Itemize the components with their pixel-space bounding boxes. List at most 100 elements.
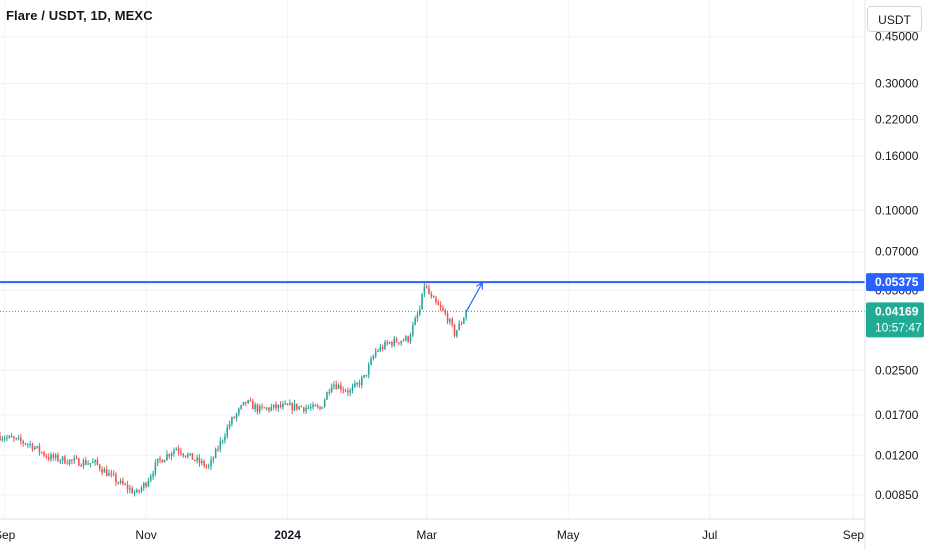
candle-body	[0, 435, 1, 440]
candle-body	[27, 444, 29, 446]
candle-body	[238, 408, 240, 414]
candle-body	[154, 462, 157, 474]
candle-body	[166, 454, 168, 461]
candle-body	[446, 313, 449, 322]
candle-body	[256, 404, 259, 412]
candle-body	[191, 453, 194, 460]
candle-body	[312, 404, 314, 408]
candle-body	[180, 451, 182, 454]
candle-body	[59, 460, 62, 462]
candle-body	[460, 323, 463, 325]
candle-body	[337, 384, 340, 389]
candle-body	[270, 407, 273, 411]
candle-body	[221, 440, 224, 442]
candle-body	[105, 469, 108, 476]
y-tick-label: 0.22000	[875, 112, 919, 126]
candle-body	[193, 459, 196, 461]
candle-body	[22, 441, 24, 444]
candle-body	[393, 338, 396, 346]
candle-body	[333, 384, 335, 387]
candle-body	[370, 358, 372, 365]
y-tick-label: 0.10000	[875, 203, 919, 217]
time-axis[interactable]: Sep Nov 2024 Mar May Jul Sep	[0, 528, 864, 542]
candle-body	[272, 404, 275, 408]
candle-body	[411, 325, 414, 336]
candle-body	[463, 318, 465, 324]
candle-body	[319, 406, 321, 409]
candle-body	[340, 384, 342, 390]
candle-body	[309, 407, 312, 409]
candle-body	[421, 293, 423, 310]
candle-body	[101, 469, 103, 473]
candle-body	[117, 482, 120, 484]
candle-body	[175, 448, 178, 451]
candle-body	[89, 462, 92, 464]
candle-body	[15, 437, 18, 439]
candle-body	[314, 404, 317, 407]
y-tick-label: 0.30000	[875, 77, 919, 91]
y-tick-label: 0.02500	[875, 363, 919, 377]
candle-body	[414, 318, 416, 326]
candle-body	[249, 400, 252, 402]
candle-body	[96, 460, 99, 465]
candle-body	[66, 463, 69, 465]
candle-body	[75, 458, 78, 460]
candle-body	[20, 437, 22, 442]
candle-body	[277, 404, 280, 409]
candle-body	[168, 454, 171, 457]
resistance-price-tag	[866, 273, 924, 292]
candle-body	[212, 458, 215, 460]
candle-body	[423, 286, 426, 294]
candle-body	[40, 451, 43, 453]
candle-body	[386, 342, 389, 344]
candle-body	[449, 319, 451, 322]
projection-arrow	[465, 282, 483, 313]
candle-body	[10, 435, 13, 438]
candle-body	[140, 487, 143, 492]
candle-body	[293, 403, 296, 411]
candle-body	[458, 323, 460, 331]
candle-body	[108, 473, 110, 476]
candle-body	[391, 342, 393, 346]
x-tick-label: Sep	[843, 528, 865, 542]
price-axis[interactable]: 0.45000 0.30000 0.22000 0.16000 0.10000 0.070…	[875, 30, 919, 502]
candle-body	[247, 400, 249, 404]
candle-body	[289, 403, 291, 406]
currency-button[interactable]: USDT	[867, 6, 922, 32]
candle-body	[279, 404, 282, 408]
candle-body	[68, 459, 71, 464]
candle-body	[305, 407, 307, 412]
candle-body	[31, 443, 34, 450]
current-price-label: 0.04169	[875, 304, 919, 318]
candle-body	[398, 342, 400, 344]
candle-body	[307, 407, 310, 409]
candle-body	[87, 463, 89, 465]
candle-body	[284, 403, 287, 405]
candle-body	[210, 459, 212, 467]
candle-body	[381, 346, 384, 350]
candle-body	[384, 342, 386, 350]
candle-body	[124, 484, 127, 486]
candle-body	[29, 443, 31, 445]
x-tick-label: Nov	[135, 528, 156, 542]
candle-body	[405, 336, 407, 341]
candle-body	[131, 488, 133, 494]
x-tick-label: Mar	[416, 528, 437, 542]
candle-body	[465, 311, 467, 319]
candle-body	[207, 466, 210, 468]
candle-body	[57, 454, 59, 461]
candle-body	[242, 401, 245, 406]
candle-body	[291, 403, 293, 411]
candle-body	[78, 458, 80, 466]
candle-body	[430, 293, 433, 297]
candle-body	[258, 406, 261, 412]
candle-body	[214, 448, 217, 459]
candle-body	[38, 445, 41, 452]
candle-body	[296, 403, 298, 409]
candle-body	[432, 296, 435, 298]
candle-body	[233, 417, 236, 419]
candle-body	[138, 490, 140, 492]
candle-body	[94, 460, 96, 462]
